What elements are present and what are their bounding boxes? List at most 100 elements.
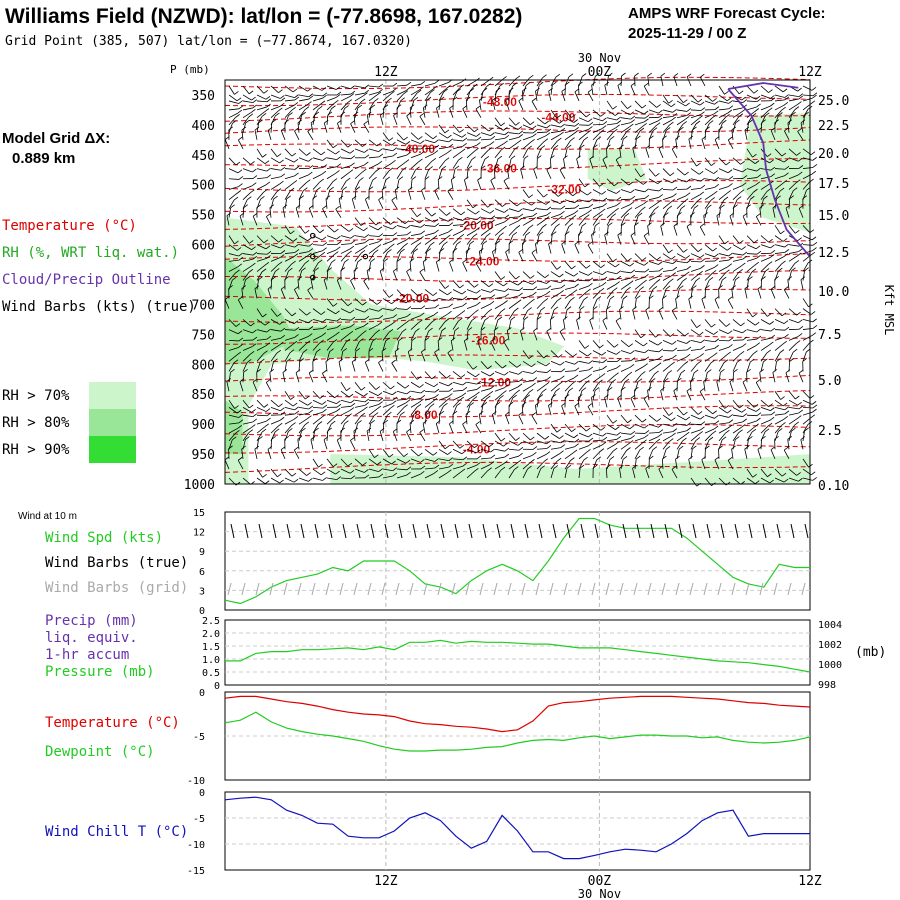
pressure-tick: 750 [192,328,215,343]
wind-barb [788,104,798,111]
wind-barb-flag [545,132,551,137]
wind-barb [424,238,434,245]
wind-barb-flag [394,348,400,352]
wind-barb [592,368,603,372]
wind-barb-10m [608,523,613,539]
wind-barb-flag [238,414,243,418]
wind-barb [578,129,589,134]
legend-dewpoint-line: Dewpoint (°C) [45,744,155,760]
wind-barb-flag [556,457,562,462]
wind-barb [718,193,728,201]
wind-barb-flag [555,388,560,392]
wind-barb-flag [360,412,366,417]
wind-barb-flag [600,373,606,377]
wind-barb [493,168,496,179]
wind-barb-flag [388,329,394,333]
wind-barb [606,261,616,268]
wind-barb-flag [616,275,622,280]
wind-barb [648,441,657,450]
wind-barb [354,308,365,313]
wind-barb-flag [336,400,341,404]
wind-barb-flag [589,155,595,160]
wind-barb-flag [364,315,370,320]
wind-barb-flag [308,478,313,482]
wind-barb [508,386,519,392]
wind-barb-flag [735,276,740,281]
wind-barb-flag [535,240,540,245]
wind-barb-flag [469,88,475,92]
wind-barb [351,361,356,372]
wind-barb [634,350,645,354]
wind-barb-flag [673,73,679,77]
wind-barb [256,85,265,94]
wind-barb-flag [278,261,283,265]
wind-barb-flag [677,377,682,382]
wind-barb [494,228,503,236]
wind-barb-flag [433,470,439,474]
wind-barb-flag [288,428,293,432]
wind-barb-flag [495,87,501,92]
wind-barb-flag [643,181,648,185]
wind-barb-flag [527,145,532,150]
wind-barb-flag [276,349,282,354]
height-tick: 15.0 [818,209,849,224]
wind-barb-flag [785,369,791,374]
wind-barb-flag [422,258,428,263]
wind-barb [606,443,616,450]
wind-barb-flag [480,165,486,170]
wind-barb-flag [281,127,286,131]
wind-barb-flag [332,463,338,468]
wind-speed-tick: 6 [199,567,205,578]
wind-barb-flag [561,240,566,245]
wind-barb-flag [332,303,338,307]
wind-barb [256,414,268,417]
wind-barb [729,381,734,392]
wind-barb-flag [797,415,802,419]
wind-barb [606,123,617,126]
wind-barb [564,383,573,392]
wind-barb [676,109,687,112]
wind-barb [228,339,240,342]
wind-barb [312,328,323,330]
wind-barb [508,208,519,213]
pressure-tick-right: 1004 [818,620,842,631]
wind-barb [802,262,809,272]
wind-barb-flag [342,186,348,191]
wind-barb-flag [601,281,607,286]
wind-barb-flag [500,437,506,442]
wind-barb-flag [436,420,441,424]
wind-barb [396,90,407,96]
wind-barb-grid [493,582,498,596]
wind-barb [732,207,735,218]
wind-barb-grid [269,582,274,596]
wind-barb-flag [578,81,583,86]
wind-barb [522,271,531,279]
wind-barb [379,431,384,442]
wind-barb-10m [636,523,641,539]
wind-barb [704,244,713,252]
wind-barb-flag [406,466,412,471]
wind-barb-flag [741,424,746,428]
wind-barb [242,207,245,218]
wind-barb-flag [808,463,813,468]
wind-barb [564,292,574,299]
wind-barb [284,190,291,200]
wind-barb-flag [548,87,553,92]
wind-barb-flag [266,213,271,217]
wind-barb-flag [636,295,641,300]
wind-barb-flag [472,233,478,238]
legend-precip: Precip (mm) [45,613,138,629]
wind-barb-flag [703,378,708,382]
wind-barb-flag [588,277,594,282]
wind-barb [536,77,543,87]
wind-barb-flag [588,433,593,438]
wind-barb-flag [378,397,384,402]
wind-barb-flag [598,213,603,218]
wind-barb-flag [307,128,312,132]
wind-barb [480,464,491,470]
wind-barb [718,347,729,351]
wind-barb-flag [602,202,607,207]
wind-barb-flag [529,74,534,79]
pressure-tick: 650 [192,269,215,284]
wind-barb [662,435,672,442]
